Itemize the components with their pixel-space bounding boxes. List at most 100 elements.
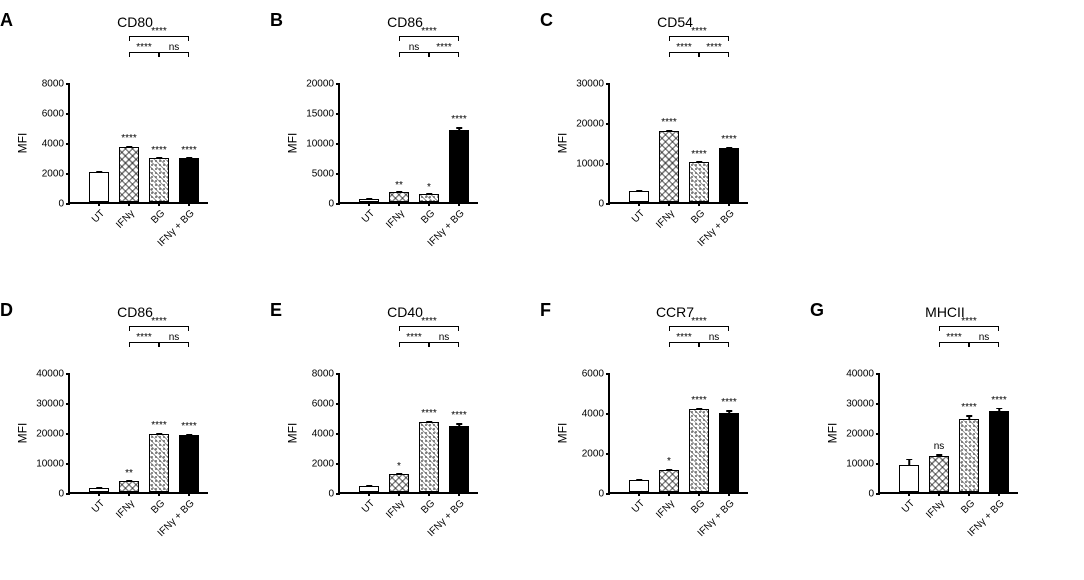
error-bar bbox=[668, 130, 670, 132]
bar-IFN: **** bbox=[119, 147, 139, 203]
x-label: BG bbox=[689, 498, 707, 516]
significance-bracket: ns bbox=[429, 342, 459, 343]
bar-BG: **** bbox=[689, 162, 709, 202]
y-tick-label: 10000 bbox=[576, 159, 604, 170]
bracket-label: **** bbox=[676, 42, 692, 53]
error-bar bbox=[428, 193, 430, 195]
error-bar bbox=[368, 198, 370, 200]
bracket-label: **** bbox=[136, 42, 152, 53]
x-label: IFNγ bbox=[384, 208, 407, 231]
y-tick-label: 30000 bbox=[576, 79, 604, 90]
y-tick bbox=[336, 203, 340, 205]
panel-title: CD86 bbox=[0, 304, 270, 320]
y-tick-label: 6000 bbox=[582, 369, 604, 380]
x-tick bbox=[398, 492, 400, 496]
x-tick bbox=[188, 492, 190, 496]
x-tick bbox=[668, 492, 670, 496]
bar-IFNBG: **** bbox=[719, 148, 739, 202]
y-tick-label: 0 bbox=[328, 199, 334, 210]
panel-E: ECD4002000400060008000UT*IFNγ****BG****I… bbox=[270, 300, 540, 570]
x-label: BG bbox=[149, 208, 167, 226]
significance-marker: * bbox=[427, 182, 431, 193]
panel-title: CD54 bbox=[540, 14, 810, 30]
bar-IFNBG: **** bbox=[179, 435, 199, 492]
x-label: BG bbox=[419, 498, 437, 516]
panel-D: DCD86010000200003000040000UT**IFNγ****BG… bbox=[0, 300, 270, 570]
panel-title: CD40 bbox=[270, 304, 540, 320]
y-tick bbox=[336, 113, 340, 115]
panel-F: FCCR70200040006000UT*IFNγ****BG****IFNγ … bbox=[540, 300, 810, 570]
error-bar bbox=[938, 454, 940, 457]
y-tick bbox=[606, 163, 610, 165]
y-tick bbox=[66, 143, 70, 145]
significance-marker: **** bbox=[721, 397, 737, 408]
x-tick bbox=[128, 492, 130, 496]
significance-bracket: **** bbox=[939, 326, 999, 327]
x-label: UT bbox=[360, 208, 377, 225]
x-tick bbox=[188, 202, 190, 206]
y-tick-label: 4000 bbox=[42, 139, 64, 150]
significance-marker: **** bbox=[421, 408, 437, 419]
y-tick bbox=[336, 493, 340, 495]
y-tick bbox=[606, 123, 610, 125]
panel-title: CD80 bbox=[0, 14, 270, 30]
y-axis-label: MFI bbox=[555, 133, 569, 154]
bar-UT bbox=[89, 172, 109, 202]
significance-marker: **** bbox=[181, 145, 197, 156]
significance-bracket: **** bbox=[699, 52, 729, 53]
y-tick-label: 10000 bbox=[846, 459, 874, 470]
bar-IFN: * bbox=[389, 474, 409, 492]
error-bar bbox=[398, 191, 400, 193]
error-bar bbox=[158, 433, 160, 435]
y-tick bbox=[606, 493, 610, 495]
error-bar bbox=[638, 190, 640, 192]
bracket-label: ns bbox=[709, 332, 720, 343]
panel-A: ACD8002000400060008000UT****IFNγ****BG**… bbox=[0, 10, 270, 280]
bracket-label: ns bbox=[409, 42, 420, 53]
bar-BG: **** bbox=[419, 422, 439, 492]
y-tick-label: 0 bbox=[598, 489, 604, 500]
panel-title: CCR7 bbox=[540, 304, 810, 320]
bracket-label: ns bbox=[169, 42, 180, 53]
bar-BG: **** bbox=[149, 434, 169, 493]
y-axis-label: MFI bbox=[15, 133, 29, 154]
y-tick bbox=[606, 453, 610, 455]
bar-IFNBG: **** bbox=[449, 130, 469, 202]
x-label: IFNγ bbox=[114, 498, 137, 521]
bar-BG: **** bbox=[959, 419, 979, 493]
significance-marker: **** bbox=[181, 421, 197, 432]
x-label: IFNγ bbox=[114, 208, 137, 231]
y-tick-label: 40000 bbox=[846, 369, 874, 380]
figure-root: ACD8002000400060008000UT****IFNγ****BG**… bbox=[0, 0, 1084, 580]
significance-bracket: **** bbox=[129, 36, 189, 37]
bracket-label: **** bbox=[691, 26, 707, 37]
error-bar bbox=[998, 408, 1000, 413]
bracket-label: ns bbox=[439, 332, 450, 343]
significance-marker: **** bbox=[151, 420, 167, 431]
significance-bracket: ns bbox=[699, 342, 729, 343]
y-tick-label: 2000 bbox=[582, 449, 604, 460]
significance-bracket: **** bbox=[429, 52, 459, 53]
bracket-label: **** bbox=[676, 332, 692, 343]
x-tick bbox=[158, 202, 160, 206]
y-tick-label: 8000 bbox=[312, 369, 334, 380]
significance-marker: **** bbox=[121, 133, 137, 144]
significance-bracket: ns bbox=[159, 342, 189, 343]
plot-area: 0100002000030000UT****IFNγ****BG****IFNγ… bbox=[608, 84, 748, 204]
y-tick bbox=[336, 173, 340, 175]
y-tick bbox=[606, 413, 610, 415]
error-bar bbox=[98, 171, 100, 173]
y-tick bbox=[66, 463, 70, 465]
error-bar bbox=[728, 147, 730, 149]
x-label: UT bbox=[630, 498, 647, 515]
significance-marker: **** bbox=[451, 410, 467, 421]
y-tick-label: 30000 bbox=[846, 399, 874, 410]
y-tick-label: 4000 bbox=[312, 429, 334, 440]
y-axis-label: MFI bbox=[285, 133, 299, 154]
significance-bracket: ns bbox=[159, 52, 189, 53]
bar-BG: * bbox=[419, 194, 439, 202]
y-tick bbox=[876, 373, 880, 375]
x-label: UT bbox=[360, 498, 377, 515]
bracket-label: **** bbox=[706, 42, 722, 53]
bracket-label: ns bbox=[169, 332, 180, 343]
